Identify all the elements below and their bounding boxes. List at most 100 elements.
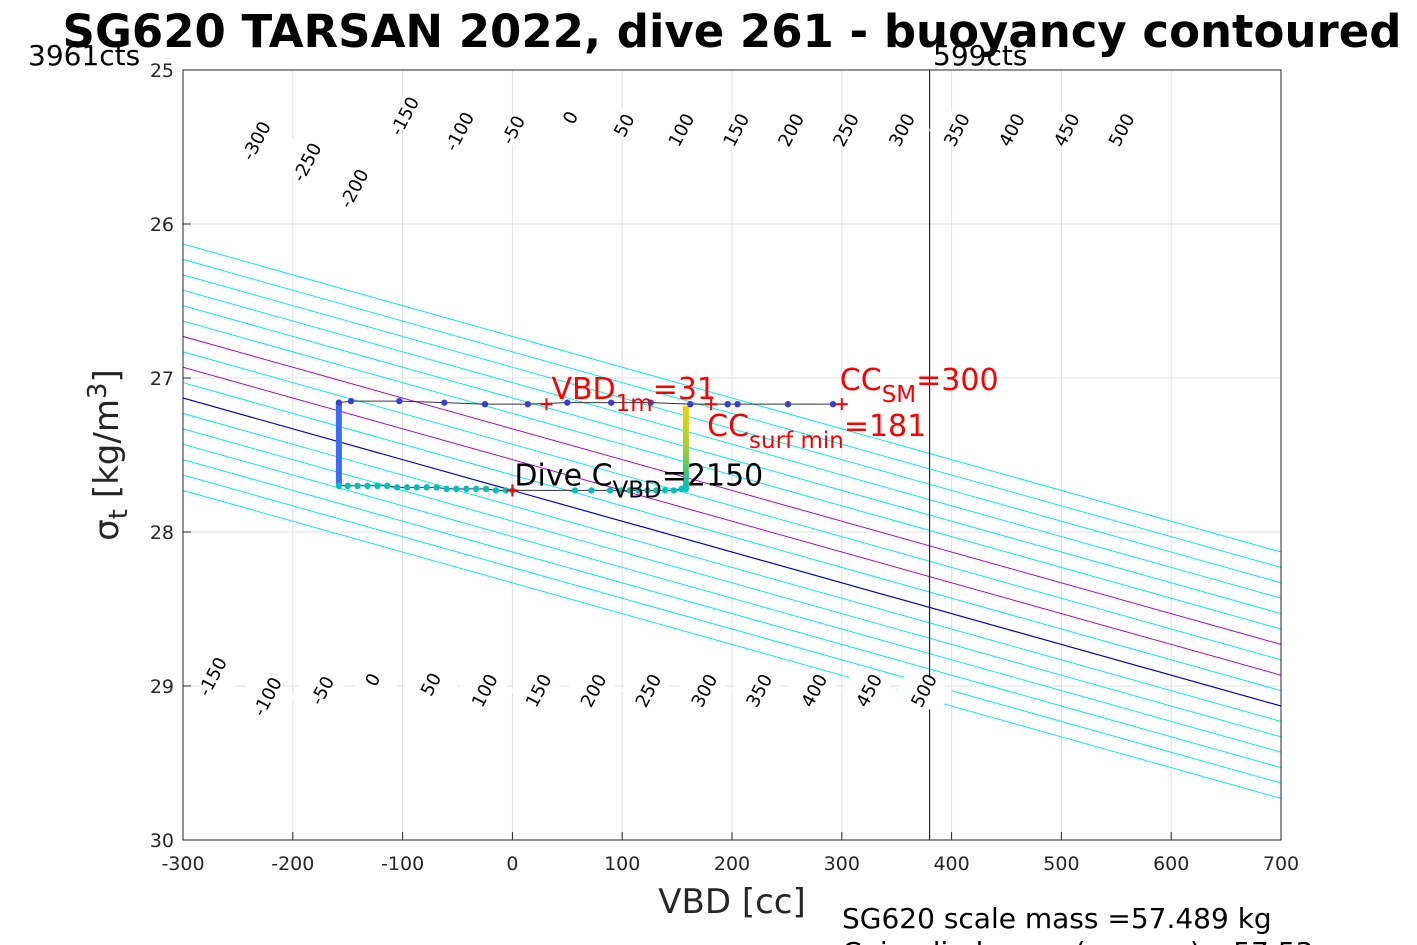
top-point-12 [784,400,792,408]
y-tick-label-4: 29 [150,676,174,698]
contour-label-top-bg-12 [874,106,930,154]
y-tick-label-2: 27 [150,368,174,390]
contour-label-bottom-bg-0 [184,653,241,701]
contour-label-bottom-bg-12 [841,666,898,715]
x-tick-label-10: 700 [1263,853,1299,875]
bottom-point-29 [678,485,685,493]
bottom-point-14 [472,485,480,493]
bottom-point-0 [335,482,343,489]
contour-label-bottom-bg-13 [896,666,952,715]
y-axis-label-close: ] [87,369,127,382]
x-axis-label: VBD [cc] [658,882,806,922]
bottom-point-11 [443,485,450,493]
contour-label-top-bg-0 [228,117,285,165]
contour-line--150 [183,443,1281,753]
contour-label-top-bg-1 [279,138,335,187]
contour-line-500 [183,243,1281,553]
top-point-1 [347,397,355,405]
bottom-point-28 [670,487,678,494]
contour-line-150 [183,351,1281,661]
top-point-13 [829,400,837,408]
contour-line-450 [183,258,1281,568]
contour-label-bottom-bg-8 [620,666,677,715]
top-point-10 [724,400,731,408]
contour-line-200 [183,335,1281,645]
contour-line-100 [183,366,1281,676]
contour-line-50 [183,382,1281,692]
contour-line--250 [183,474,1281,784]
top-point-5 [524,400,531,408]
x-tick-label-6: 300 [824,853,860,875]
contour-labels: -300 -250-200-150 -100 -50 0 50 100 150 200 250 30… [184,92,1150,721]
y-axis-label: σt [kg/m3] [83,369,134,541]
contour-label-bottom-bg-1 [239,673,296,721]
contour-label-top-bg-4 [431,107,488,156]
contour-label-bottom-bg-10 [731,666,788,715]
bottom-point-27 [661,487,669,494]
footer-scale-mass: SG620 scale mass =57.489 kg [842,902,1272,935]
y-tick-label-5: 30 [150,830,174,852]
y-tick-label-3: 28 [150,522,174,544]
x-tick-label-0: -300 [161,853,204,875]
bottom-point-1 [344,482,351,489]
bottom-point-25 [644,487,651,494]
contour-label-top-bg-2 [326,164,383,213]
x-tick-label-3: 0 [506,853,518,875]
contour-label-top-bg-13 [929,106,985,154]
bottom-point-19 [571,487,579,494]
x-tick-label-9: 600 [1153,853,1189,875]
contour-label-top-bg-3 [377,92,433,140]
x-tick-label-4: 100 [604,853,640,875]
top-point-2 [396,397,403,405]
contour-label-top-bg-7 [596,101,653,150]
bottom-point-26 [653,487,660,494]
bottom-point-4 [374,482,381,489]
top-point-9 [687,400,694,408]
x-tick-label-2: -100 [381,853,424,875]
marker-label-2: CCsurf min=181 [707,409,926,454]
bottom-point-13 [463,485,470,493]
y-tick-label-1: 26 [150,214,174,236]
bottom-point-21 [606,487,614,494]
contour-label-top-bg-16 [1094,106,1150,154]
axis-ticks: -300 -200 -100 0 100 200 300 400 500 600 700 25 26 27… [150,60,1299,875]
top-point-7 [608,399,615,406]
contour-line-400 [183,274,1281,584]
chart-title: SG620 TARSAN 2022, dive 261 - buoyancy c… [63,5,1402,58]
contour-label-top-bg-6 [542,94,599,142]
marker-label-3: Dive CVBD=2150 [514,458,763,503]
top-point-3 [441,399,448,406]
right-count-label: 599cts [933,39,1027,72]
contour-label-bottom-bg-9 [676,666,733,715]
contour-label-top-bg-14 [984,106,1040,154]
contour-label-bottom-bg-2 [294,666,351,715]
bottom-point-30 [682,485,690,493]
top-point-6 [564,399,571,406]
top-point-4 [481,400,489,408]
contour-label-top-bg-5 [485,106,542,154]
left-count-label: 3961cts [28,39,140,72]
x-tick-label-7: 400 [933,853,969,875]
marker-label-1: CCSM=300 [840,363,999,408]
y-axis-label-superscript: 3 [83,383,113,400]
top-point-0 [335,399,343,406]
contour-line--50 [183,412,1281,722]
contour-line-0 [183,397,1281,707]
bottom-point-20 [588,487,595,494]
bottom-point-12 [453,485,460,493]
ascent-segment [682,405,689,489]
bottom-point-6 [393,484,401,491]
y-axis-label-sigma: σ [87,519,127,541]
bottom-point-17 [502,487,510,494]
bottom-point-9 [423,484,430,491]
contour-line--200 [183,459,1281,769]
x-tick-label-5: 200 [714,853,750,875]
marker-label-0: VBD1m=31 [551,372,716,417]
contour-label-bottom-bg-4 [403,660,459,709]
footer-implied-mass: C: implied mass (apogee) =57.53 [842,936,1313,945]
contour-line-250 [183,320,1281,630]
x-tick-label-8: 500 [1043,853,1079,875]
bottom-point-5 [384,482,391,489]
contour-label-bottom-bg-6 [510,666,567,715]
top-point-11 [734,400,741,408]
